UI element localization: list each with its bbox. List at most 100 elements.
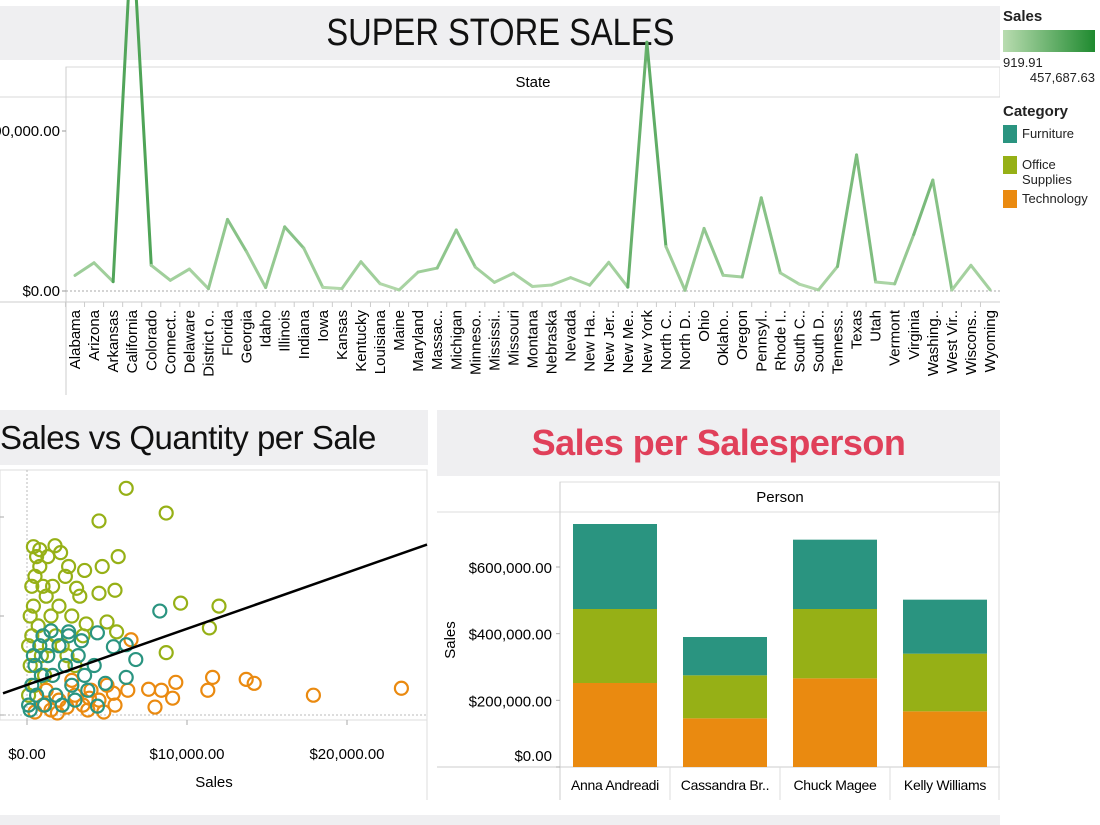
scatter-point-office-supplies <box>64 608 80 624</box>
scatter-point-office-supplies <box>108 624 125 640</box>
bar-chart-title-bar: Sales per Salesperson <box>437 410 1000 476</box>
next-sheet-title-bar <box>0 815 1000 825</box>
scatter-point-technology <box>105 685 122 701</box>
legend-item-technology[interactable]: Technology <box>1003 190 1099 218</box>
state-label: Ohio <box>696 310 713 342</box>
scatter-point-technology <box>64 672 80 688</box>
line-segment-north-c- <box>664 245 687 292</box>
scatter-point-office-supplies <box>99 614 115 630</box>
line-segment-indiana <box>302 246 325 289</box>
state-header-label: State <box>515 74 550 91</box>
scatter-point-technology <box>81 690 98 706</box>
scatter-point-office-supplies <box>44 578 61 594</box>
scatter-x-tick-label: $0.00 <box>8 746 46 763</box>
state-label: Tenness.. <box>830 310 847 374</box>
scatter-point-furniture <box>60 624 77 640</box>
scatter-title-bar: Sales vs Quantity per Sale <box>0 410 428 465</box>
line-segment-iowa <box>321 285 344 291</box>
state-label: Louisiana <box>372 309 389 374</box>
category-legend[interactable]: Category Furniture Office Supplies Techn… <box>1003 103 1099 221</box>
scatter-x-tick-label: $10,000.00 <box>149 746 224 763</box>
scatter-point-furniture <box>33 667 50 684</box>
scatter-point-furniture <box>76 667 93 684</box>
line-segment-virginia <box>912 178 935 236</box>
line-segment-missouri <box>511 271 534 289</box>
bar-segment-technology <box>573 683 657 767</box>
trend-line <box>2 543 428 695</box>
category-legend-title: Category <box>1003 103 1069 120</box>
line-segment-oregon <box>740 196 763 279</box>
line-segment-montana <box>531 283 554 289</box>
scatter-point-technology <box>305 687 321 703</box>
scatter-point-office-supplies <box>173 595 189 611</box>
line-segment-new-me- <box>626 40 649 289</box>
line-segment-delaware <box>187 267 210 291</box>
state-label: Wiscons.. <box>963 310 980 375</box>
bar-segment-furniture <box>683 637 767 676</box>
scatter-point-technology <box>205 669 221 685</box>
scatter-point-technology <box>238 671 254 687</box>
line-segment-alabama <box>73 261 96 277</box>
legend-item-office-supplies[interactable]: Office Supplies <box>1003 156 1099 187</box>
scatter-point-furniture <box>118 669 134 685</box>
line-segment-district-o- <box>206 217 229 291</box>
scatter-point-furniture <box>36 697 53 713</box>
state-label: Maryland <box>410 310 427 372</box>
line-segment-maine <box>397 270 420 292</box>
scatter-point-technology <box>153 682 169 698</box>
state-label: Idaho <box>258 310 275 348</box>
state-label: Oklaho.. <box>715 310 732 366</box>
state-label: Montana <box>525 309 542 368</box>
scatter-point-furniture <box>54 697 70 713</box>
scatter-point-office-supplies <box>35 578 51 594</box>
scatter-point-office-supplies <box>60 558 77 575</box>
scatter-point-office-supplies <box>68 580 85 596</box>
legend-label: Furniture <box>1022 126 1075 141</box>
line-segment-west-vir- <box>950 263 973 292</box>
line-segment-kentucky <box>359 260 382 286</box>
scatter-point-technology <box>165 690 181 706</box>
line-segment-new-ha- <box>588 260 611 287</box>
line-segment-nevada <box>569 276 592 287</box>
line-segment-south-c- <box>797 282 820 292</box>
scatter-point-office-supplies <box>52 545 69 561</box>
line-segment-massac- <box>435 228 458 270</box>
state-label: Pennsyl.. <box>753 310 770 372</box>
line-segment-arizona <box>92 261 115 284</box>
legend-item-furniture[interactable]: Furniture <box>1003 125 1099 153</box>
bar-segment-technology <box>793 678 877 767</box>
state-label: California <box>124 309 141 373</box>
y-tick-label: $0.00 <box>22 283 60 300</box>
scatter-point-furniture <box>60 628 77 644</box>
bar-y-axis-title: Sales <box>442 621 459 659</box>
scatter-point-furniture <box>28 687 45 703</box>
scatter-point-furniture <box>97 675 114 691</box>
state-label: District o.. <box>200 310 217 377</box>
person-label: Kelly Williams <box>904 777 986 793</box>
state-label: Indiana <box>296 309 313 359</box>
state-label: South C.. <box>791 310 808 373</box>
state-label: Illinois <box>277 310 294 352</box>
bar-segment-furniture <box>903 599 987 654</box>
sales-color-legend[interactable]: Sales 919.91 457,687.63 <box>1003 8 1099 85</box>
state-label: Delaware <box>181 310 198 373</box>
scatter-point-office-supplies <box>118 480 134 496</box>
line-segment-minneso- <box>473 265 496 284</box>
scatter-point-technology <box>123 632 139 648</box>
scatter-point-technology <box>246 675 262 691</box>
bar-segment-furniture <box>573 524 657 609</box>
state-label: Missouri <box>505 310 522 366</box>
line-segment-kansas <box>340 260 363 291</box>
state-label: Massac.. <box>429 310 446 370</box>
scatter-point-office-supplies <box>32 542 48 558</box>
bar-segment-office-supplies <box>573 609 657 683</box>
state-label: Michigan <box>448 310 465 370</box>
line-segment-arkansas <box>111 0 130 284</box>
scatter-point-office-supplies <box>22 657 38 674</box>
scatter-point-office-supplies <box>91 513 107 529</box>
line-segment-tenness- <box>836 153 859 268</box>
line-segment-colorado <box>149 263 172 282</box>
furniture-swatch <box>1003 125 1017 143</box>
state-label: Utah <box>868 310 885 342</box>
scatter-point-furniture <box>80 682 96 698</box>
